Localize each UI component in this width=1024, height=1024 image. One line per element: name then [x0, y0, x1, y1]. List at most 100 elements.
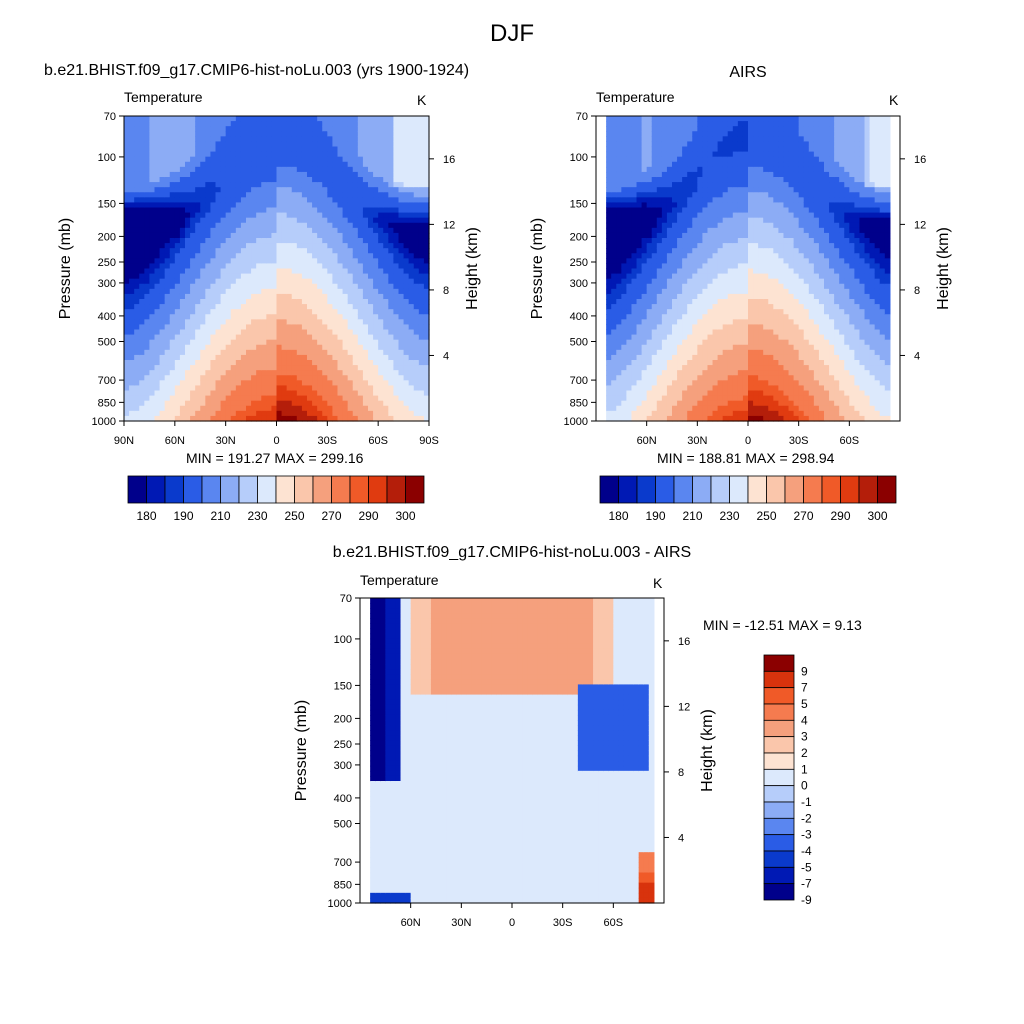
- colorbar-box: [763, 703, 795, 721]
- colorbar-box: [183, 475, 203, 504]
- y-axis-label: Pressure (mb): [293, 700, 310, 801]
- colorbar-box: [763, 817, 795, 836]
- colorbar-box: [763, 670, 795, 689]
- panel2-contour-field: [606, 116, 891, 422]
- lat-tick-label: 30N: [687, 435, 707, 447]
- lat-tick-label: 90N: [114, 435, 134, 447]
- pressure-tick-label: 300: [570, 278, 588, 290]
- height-tick-label: 12: [914, 219, 926, 231]
- panel3-title: b.e21.BHIST.f09_g17.CMIP6-hist-noLu.003 …: [332, 544, 692, 561]
- pressure-tick-label: 500: [98, 337, 116, 349]
- colorbar-label: 190: [173, 509, 193, 523]
- y2-axis-label: Height (km): [464, 227, 481, 310]
- colorbar-box: [405, 475, 425, 504]
- lat-tick-label: 30S: [789, 435, 809, 447]
- pressure-tick-label: 70: [576, 111, 588, 123]
- pressure-tick-label: 70: [340, 593, 352, 605]
- colorbar-label: 250: [284, 509, 304, 523]
- colorbar-box: [655, 475, 675, 504]
- panel1-colorbar: 180 190 210 230 250 270 290 300: [127, 475, 425, 523]
- panel2-units: K: [889, 92, 899, 108]
- colorbar-box: [840, 475, 860, 504]
- colorbar-label: 5: [801, 697, 808, 711]
- pressure-tick-label: 200: [570, 231, 588, 243]
- colorbar-label: 3: [801, 730, 808, 744]
- colorbar-box: [763, 850, 795, 868]
- colorbar-box: [763, 768, 795, 787]
- pressure-tick-label: 100: [334, 634, 352, 646]
- colorbar-label: 1: [801, 762, 808, 776]
- colorbar-box: [763, 866, 795, 885]
- pressure-tick-label: 150: [98, 198, 116, 210]
- colorbar-label: -2: [801, 811, 812, 825]
- colorbar-box: [766, 475, 786, 504]
- colorbar-box: [763, 752, 795, 770]
- lat-tick-label: 60N: [165, 435, 185, 447]
- pressure-tick-label: 200: [334, 713, 352, 725]
- pressure-tick-label: 200: [98, 231, 116, 243]
- colorbar-box: [710, 475, 730, 504]
- colorbar-label: 290: [830, 509, 850, 523]
- pressure-tick-label: 250: [98, 257, 116, 269]
- panel3-axes: 70 100 150 200 250 300 400 500 700 850 1000 4 8 12 16 6…: [293, 593, 716, 929]
- colorbar-label: 230: [247, 509, 267, 523]
- colorbar-label: -7: [801, 877, 812, 891]
- colorbar-box: [747, 475, 767, 504]
- colorbar-box: [763, 654, 795, 672]
- colorbar-box: [803, 475, 823, 504]
- height-tick-label: 8: [914, 285, 920, 297]
- colorbar-label: 300: [867, 509, 887, 523]
- height-tick-label: 16: [443, 154, 455, 166]
- colorbar-box: [673, 475, 693, 504]
- panel2-title: AIRS: [729, 64, 767, 81]
- height-tick-label: 4: [678, 832, 684, 844]
- colorbar-label: 180: [136, 509, 156, 523]
- panel3-variable: Temperature: [360, 572, 439, 588]
- figure-title: DJF: [490, 20, 534, 47]
- pressure-tick-label: 400: [334, 793, 352, 805]
- colorbar-label: 290: [358, 509, 378, 523]
- colorbar-box: [763, 736, 795, 754]
- colorbar-label: 230: [719, 509, 739, 523]
- lat-tick-label: 0: [273, 435, 279, 447]
- colorbar-label: 250: [756, 509, 776, 523]
- pressure-tick-label: 1000: [92, 416, 116, 428]
- panel1-contour-field: [124, 116, 430, 422]
- pressure-tick-label: 300: [98, 278, 116, 290]
- lat-tick-label: 60N: [401, 917, 421, 929]
- colorbar-box: [127, 475, 147, 504]
- pressure-tick-label: 100: [98, 152, 116, 164]
- height-tick-label: 4: [443, 350, 449, 362]
- panel2-axes: 70 100 150 200 250 300 400 500 700 850 1000 4 8 12 16 6…: [529, 111, 952, 447]
- colorbar-label: 7: [801, 681, 808, 695]
- colorbar-box: [220, 475, 240, 504]
- colorbar-label: -4: [801, 844, 812, 858]
- pressure-tick-label: 70: [104, 111, 116, 123]
- colorbar-box: [238, 475, 258, 504]
- colorbar-box: [294, 475, 314, 504]
- lat-tick-label: 60S: [840, 435, 860, 447]
- pressure-tick-label: 250: [570, 257, 588, 269]
- colorbar-label: -9: [801, 893, 812, 907]
- pressure-tick-label: 300: [334, 760, 352, 772]
- lat-tick-label: 0: [745, 435, 751, 447]
- y-axis-label: Pressure (mb): [57, 218, 74, 319]
- lat-tick-label: 60N: [637, 435, 657, 447]
- panel2-colorbar: 180 190 210 230 250 270 290 300: [599, 475, 897, 523]
- colorbar-label: 270: [793, 509, 813, 523]
- height-tick-label: 16: [914, 154, 926, 166]
- colorbar-box: [763, 785, 795, 803]
- colorbar-box: [146, 475, 166, 504]
- pressure-tick-label: 500: [570, 337, 588, 349]
- lat-tick-label: 30N: [451, 917, 471, 929]
- colorbar-box: [349, 475, 369, 504]
- colorbar-box: [763, 834, 795, 852]
- height-tick-label: 16: [678, 636, 690, 648]
- colorbar-box: [858, 475, 878, 504]
- lat-tick-label: 0: [509, 917, 515, 929]
- pressure-tick-label: 1000: [328, 898, 352, 910]
- panel1-stats: MIN = 191.27 MAX = 299.16: [186, 450, 364, 466]
- colorbar-label: -5: [801, 860, 812, 874]
- colorbar-box: [784, 475, 804, 504]
